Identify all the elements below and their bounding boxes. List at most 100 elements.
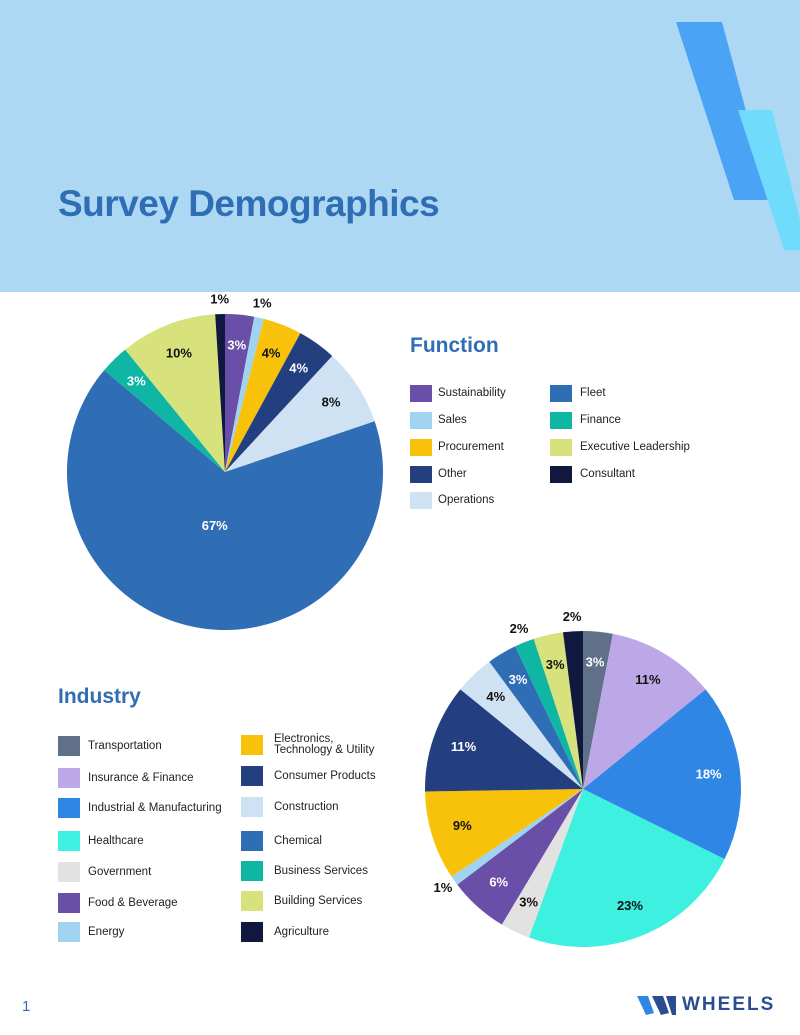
legend-item: Agriculture [241, 920, 394, 944]
logo-mark [652, 996, 669, 1015]
data-label: 3% [227, 338, 246, 353]
legend-item: Operations [410, 488, 588, 512]
chart-title: Industry [58, 685, 141, 708]
legend-label: Transportation [88, 739, 162, 752]
pie-slice [528, 789, 725, 947]
pie-slice [425, 789, 583, 877]
legend-item: Insurance & Finance [58, 766, 238, 790]
pie-slice [225, 333, 333, 472]
pie-slice [583, 631, 613, 789]
legend-label: Sales [438, 413, 467, 426]
data-label: 2% [510, 621, 529, 636]
decor-shape [738, 110, 800, 250]
legend-swatch [58, 893, 80, 913]
logo-mark [666, 996, 676, 1015]
legend-item: Procurement [410, 435, 588, 459]
pie-slice [225, 356, 375, 472]
header-band [0, 0, 800, 292]
legend-swatch [550, 411, 572, 429]
legend-swatch [241, 861, 263, 881]
legend-item: Consultant [550, 462, 730, 486]
data-label: 4% [486, 689, 505, 704]
legend-item: Other [410, 462, 588, 486]
legend-label: Other [438, 467, 467, 480]
legend-swatch [410, 491, 432, 509]
legend-swatch [410, 438, 432, 456]
pie-slice [489, 646, 583, 789]
legend-swatch [58, 922, 80, 942]
legend-swatch [410, 411, 432, 429]
pie-slice [225, 318, 301, 472]
data-label: 1% [433, 880, 452, 895]
pie-slice [457, 789, 583, 925]
data-label: 1% [253, 295, 272, 310]
legend-label: Sustainability [438, 386, 506, 399]
legend-label: Chemical [274, 834, 322, 847]
legend-label: Procurement [438, 440, 504, 453]
legend-item: Consumer Products [241, 764, 394, 788]
legend-item: Business Services [241, 859, 394, 883]
data-label: 2% [563, 609, 582, 624]
data-label: 67% [202, 518, 228, 533]
legend-swatch [241, 797, 263, 817]
chart-title: Function [410, 334, 499, 357]
legend-swatch [241, 766, 263, 786]
legend-label: Business Services [274, 864, 368, 877]
legend-label: Food & Beverage [88, 896, 178, 909]
legend-swatch [241, 922, 263, 942]
legend-swatch [410, 384, 432, 402]
pie-slice [501, 789, 583, 938]
legend-item: Industrial & Manufacturing [58, 796, 238, 820]
legend-item: Finance [550, 408, 730, 432]
pie-slice [225, 314, 255, 472]
pie-slice [225, 316, 264, 472]
data-label: 18% [696, 766, 722, 781]
data-label: 3% [586, 655, 605, 670]
legend-item: Energy [58, 920, 238, 944]
legend-item: Sales [410, 408, 588, 432]
legend-item: Food & Beverage [58, 891, 238, 915]
data-label: 4% [289, 361, 308, 376]
legend-swatch [58, 862, 80, 882]
pie-slice [583, 633, 706, 789]
legend-item: Electronics, Technology & Utility [241, 733, 394, 757]
legend-label: Construction [274, 800, 339, 813]
legend-swatch [410, 465, 432, 483]
legend-swatch [550, 438, 572, 456]
decor-shape [676, 22, 770, 200]
legend-swatch [241, 891, 263, 911]
pie-slice [215, 314, 225, 472]
legend-label: Electronics, Technology & Utility [274, 733, 375, 756]
data-label: 4% [262, 346, 281, 361]
pie-slice [460, 661, 583, 789]
legend-item: Chemical [241, 829, 394, 853]
legend-swatch [58, 768, 80, 788]
data-label: 11% [451, 739, 477, 754]
page-number: 1 [22, 998, 31, 1015]
pie-slice [533, 632, 583, 789]
legend-swatch [241, 831, 263, 851]
legend-label: Fleet [580, 386, 606, 399]
legend-item: Transportation [58, 734, 238, 758]
pie-slice [515, 638, 583, 789]
logo-mark [637, 996, 654, 1015]
data-label: 23% [617, 898, 643, 913]
legend-swatch [58, 831, 80, 851]
legend-label: Healthcare [88, 834, 144, 847]
legend-label: Industrial & Manufacturing [88, 801, 222, 814]
pie-slice [451, 789, 583, 885]
legend-item: Building Services [241, 889, 394, 913]
legend-item: Healthcare [58, 829, 238, 853]
data-label: 6% [489, 875, 508, 890]
data-label: 11% [635, 672, 661, 687]
legend-label: Energy [88, 925, 125, 938]
pie-slice [583, 689, 742, 860]
legend-label: Executive Leadership [580, 440, 690, 453]
legend-item: Government [58, 860, 238, 884]
legend-item: Construction [241, 795, 394, 819]
legend-item: Fleet [550, 381, 730, 405]
page-title: Survey Demographics [58, 183, 440, 224]
legend-swatch [241, 735, 263, 755]
data-label: 3% [509, 672, 528, 687]
